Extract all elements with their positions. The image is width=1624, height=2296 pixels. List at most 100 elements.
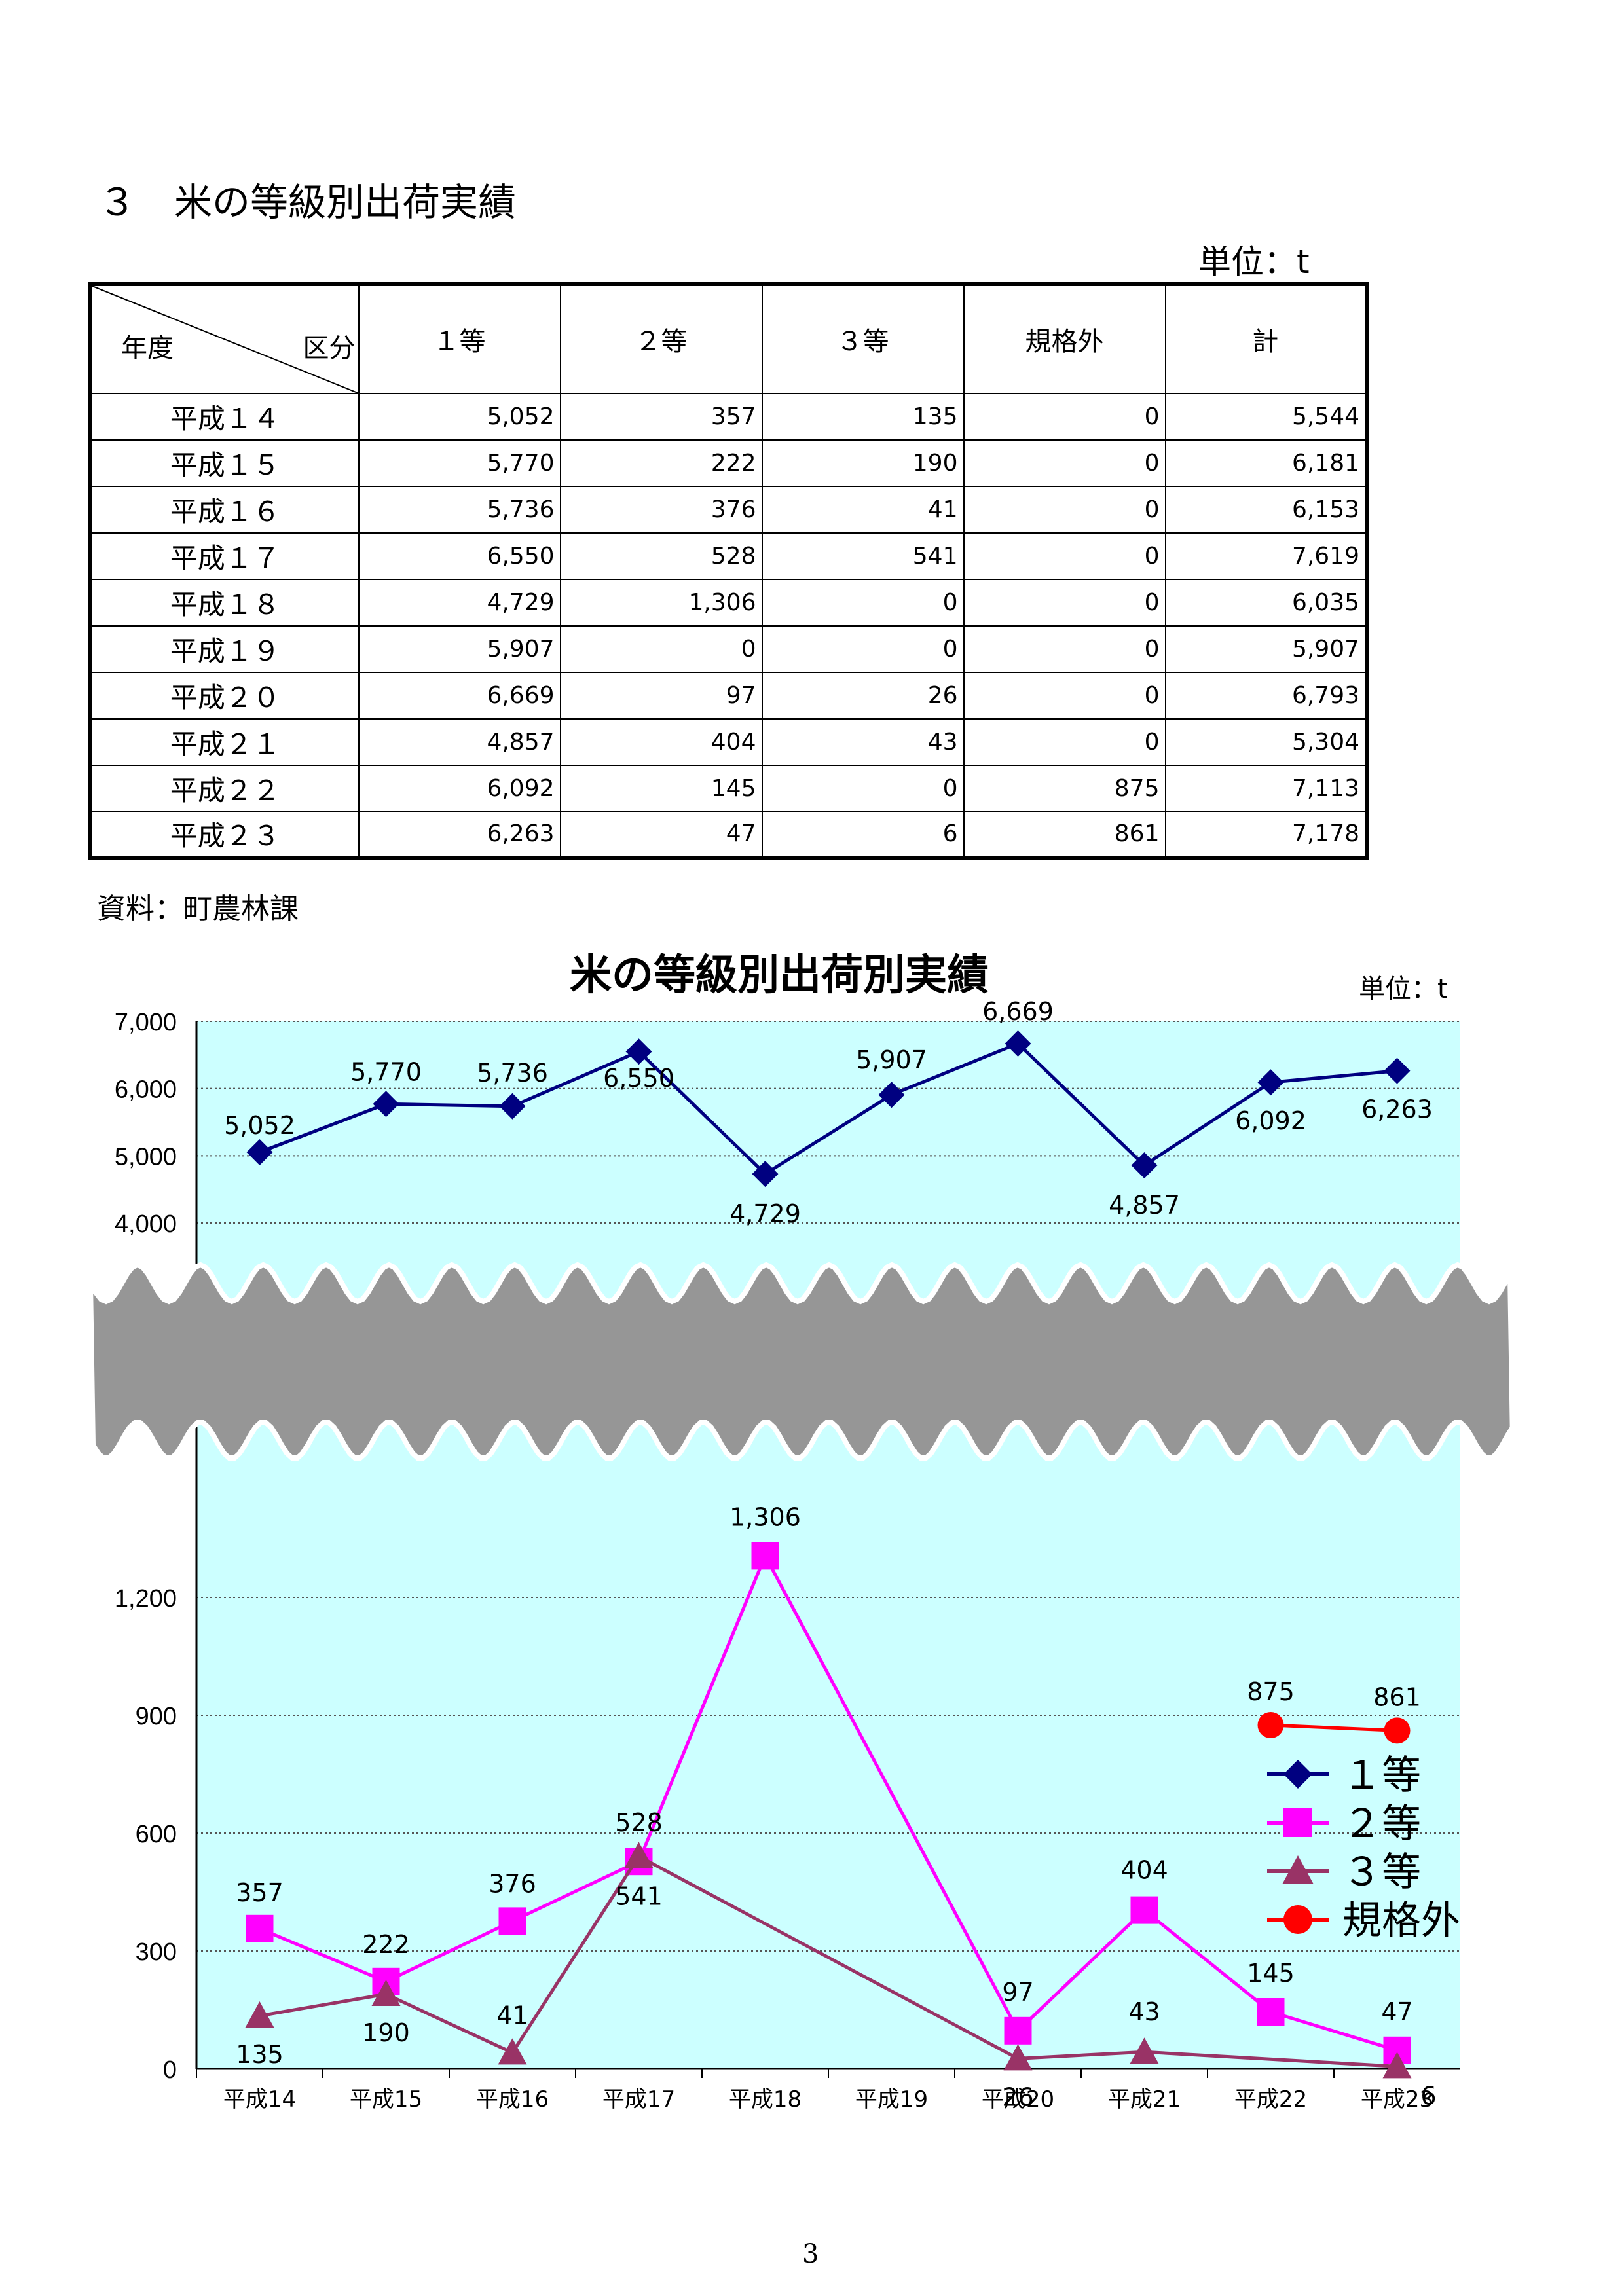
data-label: 861 <box>1373 1683 1421 1711</box>
value-cell: 0 <box>963 578 1166 627</box>
data-label: 376 <box>489 1869 536 1898</box>
value-cell: 6,550 <box>358 532 561 580</box>
table-row: 平成１４ 5,052 357 135 0 5,544 <box>89 392 1368 441</box>
value-cell: 135 <box>761 392 965 441</box>
value-cell: 43 <box>761 718 965 766</box>
column-header: １等 <box>358 283 561 394</box>
table-row: 平成２２ 6,092 145 0 875 7,113 <box>89 764 1368 812</box>
data-point-square <box>246 1914 274 1942</box>
y-tick-label: 5,000 <box>115 1143 177 1171</box>
x-tick-label: 平成23 <box>1361 2086 1433 2113</box>
data-point-diamond <box>1005 1030 1031 1057</box>
value-cell: 5,907 <box>1164 625 1368 673</box>
data-point-diamond <box>752 1161 779 1188</box>
data-label: 4,857 <box>1109 1191 1180 1220</box>
data-point-diamond <box>1131 1152 1158 1179</box>
value-cell: 528 <box>559 532 763 580</box>
value-cell: 0 <box>963 625 1166 673</box>
column-header: 計 <box>1164 283 1368 394</box>
data-point-triangle <box>245 2001 274 2028</box>
value-cell: 0 <box>963 439 1166 487</box>
legend-label: １等 <box>1342 1753 1421 1798</box>
data-label: 145 <box>1247 1959 1295 1988</box>
value-cell: 861 <box>963 811 1166 859</box>
data-label: 6,092 <box>1235 1106 1306 1135</box>
value-cell: 0 <box>963 532 1166 580</box>
data-label: 6,550 <box>603 1064 674 1093</box>
plot-area <box>196 1021 1460 2069</box>
data-label: 404 <box>1120 1856 1168 1885</box>
x-tick-label: 平成14 <box>223 2086 296 2113</box>
data-label: 135 <box>236 2040 284 2069</box>
corner-category-label: 区分 <box>303 333 356 363</box>
year-cell: 平成１４ <box>89 392 360 441</box>
page-heading: ３ 米の等級別出荷実績 <box>98 180 517 225</box>
value-cell: 0 <box>963 392 1166 441</box>
value-cell: 47 <box>559 811 763 859</box>
y-tick-label: 6,000 <box>115 1076 177 1104</box>
value-cell: 357 <box>559 392 763 441</box>
value-cell: 0 <box>559 625 763 673</box>
y-tick-label: 300 <box>136 1939 177 1966</box>
data-point-diamond <box>373 1091 399 1118</box>
year-cell: 平成１６ <box>89 485 360 534</box>
shipments-table: 年度 区分 １等 ２等 ３等 規格外計平成１４ 5,052 357 135 0 5,544 平成１５ 5… <box>88 282 1369 860</box>
data-label: 190 <box>362 2018 410 2047</box>
unit-label: 単位：t <box>1198 243 1310 281</box>
value-cell: 0 <box>761 578 965 627</box>
value-cell: 5,736 <box>358 485 561 534</box>
table-row: 平成１７ 6,550 528 541 0 7,619 <box>89 532 1368 580</box>
data-label: 222 <box>362 1930 410 1959</box>
x-tick-label: 平成22 <box>1234 2086 1307 2113</box>
value-cell: 0 <box>963 485 1166 534</box>
value-cell: 26 <box>761 671 965 720</box>
corner-diagonal <box>92 286 361 394</box>
value-cell: 541 <box>761 532 965 580</box>
table-header-row: 年度 区分 １等 ２等 ３等 規格外計 <box>89 283 1368 394</box>
x-tick-label: 平成19 <box>855 2086 928 2113</box>
value-cell: 97 <box>559 671 763 720</box>
value-cell: 6 <box>761 811 965 859</box>
value-cell: 6,181 <box>1164 439 1368 487</box>
value-cell: 5,052 <box>358 392 561 441</box>
data-label: 541 <box>615 1882 663 1910</box>
data-point-triangle <box>498 2038 527 2065</box>
data-label: 528 <box>615 1808 663 1837</box>
value-cell: 4,857 <box>358 718 561 766</box>
value-cell: 4,729 <box>358 578 561 627</box>
value-cell: 404 <box>559 718 763 766</box>
year-cell: 平成１５ <box>89 439 360 487</box>
x-tick-label: 平成16 <box>476 2086 549 2113</box>
data-label: 6,263 <box>1361 1095 1433 1124</box>
chart-title: 米の等級別出荷別実績 <box>570 951 989 1000</box>
value-cell: 6,035 <box>1164 578 1368 627</box>
y-tick-label: 0 <box>163 2056 177 2084</box>
data-label: 357 <box>236 1878 284 1907</box>
data-label: 6,669 <box>982 997 1054 1026</box>
year-cell: 平成１８ <box>89 578 360 627</box>
table-row: 平成１８ 4,729 1,306 0 0 6,035 <box>89 578 1368 627</box>
table-row: 平成１９ 5,907 0 0 0 5,907 <box>89 625 1368 673</box>
data-label: 5,736 <box>477 1059 548 1087</box>
table-corner-cell: 年度 区分 <box>89 283 361 394</box>
data-label: 43 <box>1128 1997 1160 2026</box>
value-cell: 6,263 <box>358 811 561 859</box>
table-row: 平成１５ 5,770 222 190 0 6,181 <box>89 439 1368 487</box>
value-cell: 0 <box>963 718 1166 766</box>
legend-marker-square <box>1283 1808 1312 1837</box>
year-cell: 平成１９ <box>89 625 360 673</box>
data-point-diamond <box>625 1038 652 1065</box>
column-header: ３等 <box>761 283 965 394</box>
data-label: 6 <box>1420 2081 1436 2110</box>
data-label: 26 <box>1002 2083 1033 2111</box>
data-point-triangle <box>1130 2037 1159 2064</box>
value-cell: 41 <box>761 485 965 534</box>
value-cell: 0 <box>963 671 1166 720</box>
y-tick-label: 7,000 <box>115 1009 177 1036</box>
x-tick-label: 平成20 <box>982 2086 1054 2113</box>
series-line-diamond <box>259 1042 1397 1176</box>
data-label: 5,770 <box>350 1057 422 1086</box>
data-point-diamond <box>1384 1057 1411 1084</box>
value-cell: 5,304 <box>1164 718 1368 766</box>
data-point-circle <box>1257 1712 1284 1738</box>
